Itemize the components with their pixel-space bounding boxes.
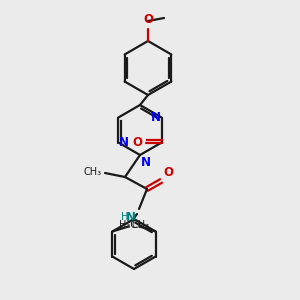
- Text: O: O: [143, 13, 153, 26]
- Text: N: N: [151, 111, 161, 124]
- Text: O: O: [133, 136, 143, 149]
- Text: N: N: [141, 156, 151, 169]
- Text: H: H: [121, 212, 128, 222]
- Text: O: O: [163, 166, 173, 179]
- Text: N: N: [126, 211, 136, 224]
- Text: CH₃: CH₃: [84, 167, 102, 177]
- Text: H₃C: H₃C: [118, 220, 137, 230]
- Text: N: N: [119, 136, 129, 149]
- Text: CH₃: CH₃: [131, 220, 149, 230]
